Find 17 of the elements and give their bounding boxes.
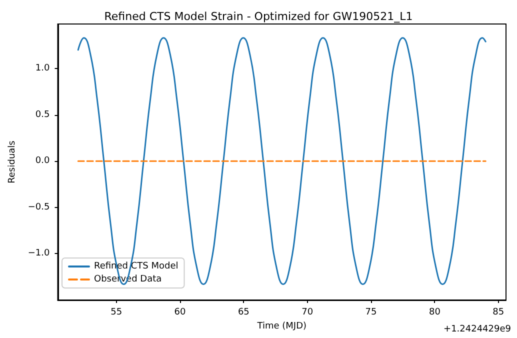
y-axis-title: Residuals xyxy=(8,140,18,184)
x-tick-label: 75 xyxy=(365,308,377,318)
x-axis-title: Time (MJD) xyxy=(256,321,307,332)
x-tick-label: 65 xyxy=(238,308,250,318)
y-tick-label: −1.0 xyxy=(28,248,50,259)
y-tick-label: −0.5 xyxy=(28,202,50,212)
chart-title: Refined CTS Model Strain - Optimized for GW190521_L1 xyxy=(104,10,413,23)
x-tick-label: 60 xyxy=(174,308,186,318)
x-tick-label: 55 xyxy=(110,308,122,318)
y-tick-label: 0.5 xyxy=(35,110,50,120)
y-tick-label: 0.0 xyxy=(35,156,50,166)
x-tick-label: 85 xyxy=(492,308,504,318)
y-tick-label: 1.0 xyxy=(35,63,50,74)
line-series xyxy=(77,37,486,286)
x-tick-label: 70 xyxy=(302,308,314,318)
text: +1.2424429e9 xyxy=(444,324,512,334)
x-tick-label: 80 xyxy=(428,308,441,318)
